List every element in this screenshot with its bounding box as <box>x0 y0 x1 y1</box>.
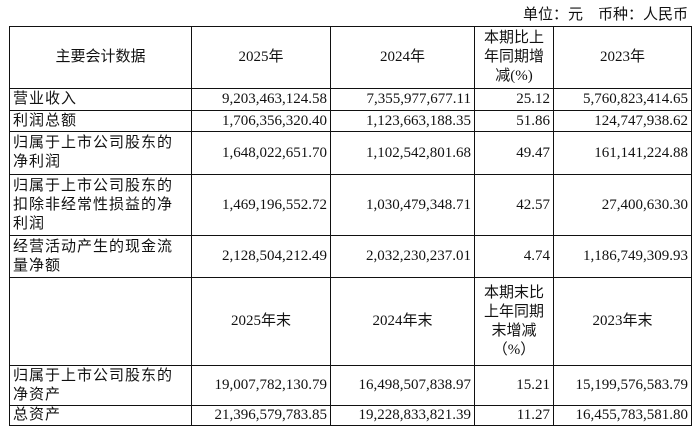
value-2024-end: 19,228,833,821.39 <box>330 405 475 426</box>
row-label: 营业收入 <box>9 88 192 111</box>
header-2023: 2023年 <box>553 26 692 89</box>
value-2023: 161,141,224.88 <box>553 131 692 175</box>
table-subheader-row: 2025年末 2024年末 本期末比上年同期末增减（%） 2023年末 <box>9 277 692 366</box>
header-2024: 2024年 <box>330 26 475 89</box>
header-2025: 2025年 <box>191 26 331 89</box>
subheader-2023-end: 2023年末 <box>553 277 692 366</box>
table-row: 归属于上市公司股东的净利润 1,648,022,651.70 1,102,542… <box>9 131 692 175</box>
value-2025-end: 19,007,782,130.79 <box>191 365 331 406</box>
value-2024: 2,032,230,237.01 <box>330 235 475 278</box>
value-2024: 1,030,479,348.71 <box>330 174 475 236</box>
value-2025: 9,203,463,124.58 <box>191 88 331 111</box>
header-label: 主要会计数据 <box>9 26 192 89</box>
value-2023-end: 16,455,783,581.80 <box>553 405 692 426</box>
value-2024: 1,123,663,188.35 <box>330 110 475 132</box>
change-pct: 4.74 <box>474 235 554 278</box>
table-row: 利润总额 1,706,356,320.40 1,123,663,188.35 5… <box>9 110 692 132</box>
change-pct: 11.27 <box>474 405 554 426</box>
row-label: 归属于上市公司股东的净资产 <box>9 365 192 406</box>
value-2023: 5,760,823,414.65 <box>553 88 692 111</box>
value-2025-end: 21,396,579,783.85 <box>191 405 331 426</box>
value-2025: 1,706,356,320.40 <box>191 110 331 132</box>
value-2025: 1,469,196,552.72 <box>191 174 331 236</box>
key-accounting-data-table: 主要会计数据 2025年 2024年 本期比上年同期增减(%) 2023年 营业… <box>9 26 692 426</box>
value-2025: 2,128,504,212.49 <box>191 235 331 278</box>
row-label: 归属于上市公司股东的净利润 <box>9 131 192 175</box>
table-row: 营业收入 9,203,463,124.58 7,355,977,677.11 2… <box>9 88 692 111</box>
value-2023: 124,747,938.62 <box>553 110 692 132</box>
subheader-change-pct: 本期末比上年同期末增减（%） <box>474 277 554 366</box>
subheader-label <box>9 277 192 366</box>
table-row: 归属于上市公司股东的净资产 19,007,782,130.79 16,498,5… <box>9 365 692 406</box>
value-2024: 1,102,542,801.68 <box>330 131 475 175</box>
row-label: 经营活动产生的现金流量净额 <box>9 235 192 278</box>
change-pct: 25.12 <box>474 88 554 111</box>
value-2024-end: 16,498,507,838.97 <box>330 365 475 406</box>
unit-currency-note: 单位：元 币种：人民币 <box>522 7 688 23</box>
row-label: 利润总额 <box>9 110 192 132</box>
subheader-2025-end: 2025年末 <box>191 277 331 366</box>
value-2023-end: 15,199,576,583.79 <box>553 365 692 406</box>
subheader-2024-end: 2024年末 <box>330 277 475 366</box>
change-pct: 42.57 <box>474 174 554 236</box>
table-row: 经营活动产生的现金流量净额 2,128,504,212.49 2,032,230… <box>9 235 692 278</box>
table-header-row: 主要会计数据 2025年 2024年 本期比上年同期增减(%) 2023年 <box>9 26 692 89</box>
change-pct: 15.21 <box>474 365 554 406</box>
table-row: 归属于上市公司股东的扣除非经常性损益的净利润 1,469,196,552.72 … <box>9 174 692 236</box>
value-2023: 27,400,630.30 <box>553 174 692 236</box>
row-label: 归属于上市公司股东的扣除非经常性损益的净利润 <box>9 174 192 236</box>
table-row: 总资产 21,396,579,783.85 19,228,833,821.39 … <box>9 405 692 426</box>
value-2024: 7,355,977,677.11 <box>330 88 475 111</box>
row-label: 总资产 <box>9 405 192 426</box>
header-change-pct: 本期比上年同期增减(%) <box>474 26 554 89</box>
value-2023: 1,186,749,309.93 <box>553 235 692 278</box>
change-pct: 49.47 <box>474 131 554 175</box>
change-pct: 51.86 <box>474 110 554 132</box>
value-2025: 1,648,022,651.70 <box>191 131 331 175</box>
